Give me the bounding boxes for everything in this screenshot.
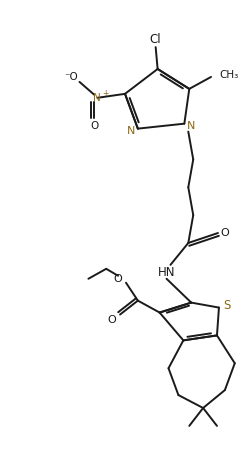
- Text: O: O: [114, 274, 122, 284]
- Text: CH₃: CH₃: [219, 70, 238, 80]
- Text: O: O: [108, 314, 116, 325]
- Text: Cl: Cl: [150, 33, 162, 46]
- Text: N: N: [94, 93, 101, 103]
- Text: O: O: [90, 121, 98, 131]
- Text: N: N: [127, 126, 135, 135]
- Text: HN: HN: [158, 266, 175, 279]
- Text: S: S: [223, 299, 230, 312]
- Text: +: +: [102, 89, 109, 98]
- Text: N: N: [187, 121, 196, 131]
- Text: O: O: [220, 228, 229, 238]
- Text: ⁻O: ⁻O: [65, 72, 78, 82]
